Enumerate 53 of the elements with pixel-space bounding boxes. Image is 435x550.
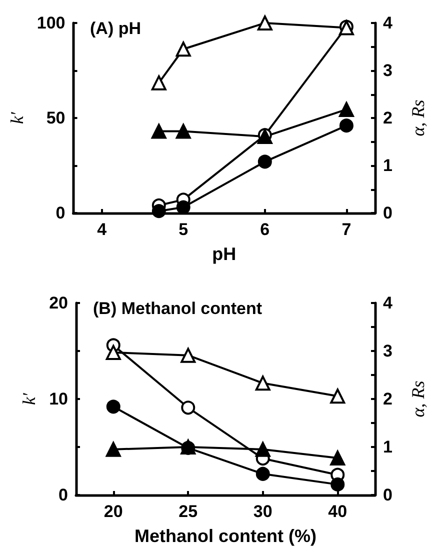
point [106, 442, 121, 457]
point [106, 400, 120, 414]
y-tick-label: 50 [46, 108, 66, 128]
point [255, 442, 270, 457]
chart-title: (A) pH [90, 19, 141, 38]
x-tick-label: 30 [253, 502, 272, 521]
point [151, 75, 166, 90]
point [339, 118, 354, 133]
point [255, 376, 270, 391]
x-tick-label: 40 [328, 502, 348, 521]
y-tick-label: 0 [58, 486, 68, 504]
point [176, 124, 191, 139]
x-tick-label: 20 [104, 502, 123, 521]
x-tick-label: 4 [97, 220, 108, 239]
x-axis-title: Methanol content (%) [134, 526, 316, 546]
point [257, 16, 272, 30]
point [256, 466, 270, 481]
point [330, 477, 345, 492]
point [176, 42, 191, 57]
x-tick-label: 6 [260, 220, 270, 239]
point [330, 450, 346, 466]
x-axis-title: pH [212, 244, 236, 264]
point [180, 348, 196, 363]
x-tick-label: 25 [178, 502, 198, 521]
y2-axis-title: α, Rs [408, 380, 428, 418]
point [330, 388, 346, 404]
y2-tick-label: 4 [383, 14, 393, 32]
point [338, 102, 354, 117]
point [258, 154, 272, 169]
chart-title: (B) Methanol content [93, 299, 262, 318]
y-axis-title: k′ [7, 110, 27, 124]
y-tick-label: 20 [49, 294, 68, 312]
x-tick-label: 7 [342, 220, 352, 239]
y2-tick-label: 1 [383, 438, 392, 456]
point [176, 200, 190, 214]
y-tick-label: 10 [49, 390, 68, 408]
y2-axis-title: α, Rs [408, 100, 428, 136]
y-tick-label: 100 [36, 14, 66, 32]
point [106, 344, 121, 360]
point [151, 124, 166, 139]
y2-tick-label: 3 [383, 342, 392, 360]
y2-tick-label: 2 [383, 108, 392, 128]
point [152, 204, 166, 218]
y2-tick-label: 2 [383, 390, 392, 408]
point [181, 400, 196, 415]
y-axis-title: k′ [19, 392, 39, 405]
y2-tick-label: 0 [383, 486, 392, 504]
x-tick-label: 5 [178, 220, 188, 239]
y-tick-label: 0 [56, 204, 66, 222]
y2-tick-label: 3 [383, 61, 392, 80]
y2-tick-label: 1 [383, 156, 392, 175]
y2-tick-label: 4 [383, 294, 393, 312]
y2-tick-label: 0 [383, 204, 392, 222]
